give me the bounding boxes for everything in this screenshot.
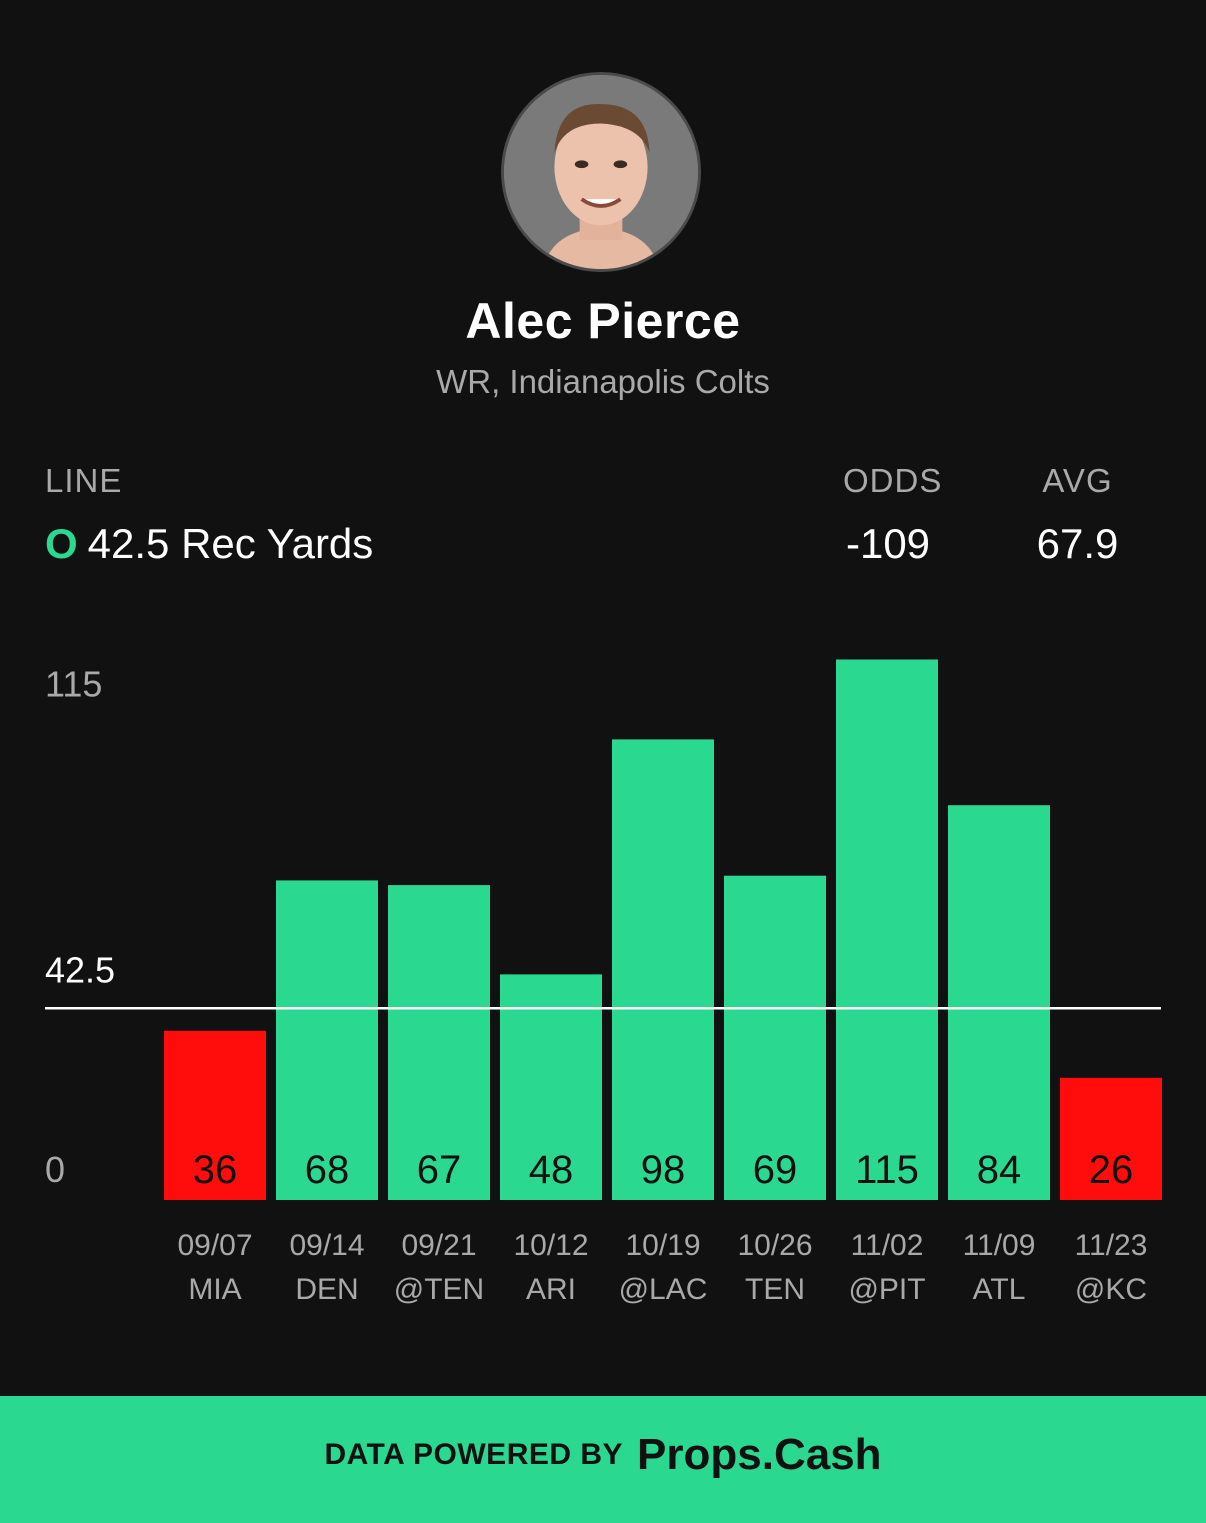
bar [612,739,714,1200]
line-value: O 42.5 Rec Yards [45,520,373,568]
over-under-indicator: O [45,520,78,567]
x-opponent-label: ATL [973,1273,1026,1306]
x-date-label: 09/21 [401,1229,476,1262]
player-avatar [501,72,701,272]
footer-banner: DATA POWERED BY Props.Cash [0,1396,1206,1523]
x-opponent-label: MIA [188,1273,241,1306]
footer-prefix: DATA POWERED BY [324,1438,624,1471]
x-opponent-label: @LAC [619,1273,708,1306]
x-opponent-label: @TEN [394,1273,484,1306]
x-date-label: 11/09 [963,1229,1036,1262]
x-date-label: 11/23 [1075,1229,1148,1262]
x-opponent-label: ARI [526,1273,576,1306]
x-opponent-label: TEN [745,1273,805,1306]
x-opponent-label: @PIT [848,1273,925,1306]
bar-value-label: 68 [305,1148,350,1192]
bar [948,805,1050,1200]
odds-label: ODDS [843,462,943,499]
bar [724,875,826,1200]
x-date-label: 10/26 [737,1229,812,1262]
x-date-label: 09/14 [289,1229,364,1262]
x-date-label: 09/07 [177,1229,252,1262]
player-headshot-icon [504,75,698,269]
bar-value-label: 98 [641,1148,686,1192]
x-opponent-label: DEN [295,1273,358,1306]
bar [388,885,490,1200]
footer-brand: Props.Cash [637,1430,882,1479]
bar-value-label: 84 [977,1148,1022,1192]
bar [164,1030,266,1200]
bar-value-label: 115 [855,1148,919,1192]
bar [836,659,938,1200]
player-name: Alec Pierce [465,293,741,349]
bar [276,880,378,1200]
y-tick-label: 0 [45,1149,65,1190]
x-date-label: 10/19 [625,1229,700,1262]
y-tick-label: 115 [45,664,102,705]
odds-value: -109 [845,520,931,567]
bar-value-label: 48 [529,1148,574,1192]
bar-value-label: 67 [417,1148,462,1192]
x-date-label: 11/02 [851,1229,924,1262]
y-tick-label: 42.5 [45,949,115,990]
x-date-label: 10/12 [513,1229,588,1262]
bar-value-label: 69 [753,1148,798,1192]
bar-value-label: 36 [193,1148,238,1192]
avg-value: 67.9 [1036,520,1119,567]
line-prop: 42.5 Rec Yards [87,520,374,567]
x-opponent-label: @KC [1075,1273,1147,1306]
bar-value-label: 26 [1089,1148,1134,1192]
avg-label: AVG [1042,462,1113,499]
game-log-bar-chart: 115 42.5 0 36 09/07 MIA 68 09/14 DEN 67 09/21 @TEN 4… [45,659,1162,1306]
bar [1060,1077,1162,1200]
player-position-team: WR, Indianapolis Colts [436,363,770,400]
line-label: LINE [45,462,123,499]
bar [500,974,602,1200]
